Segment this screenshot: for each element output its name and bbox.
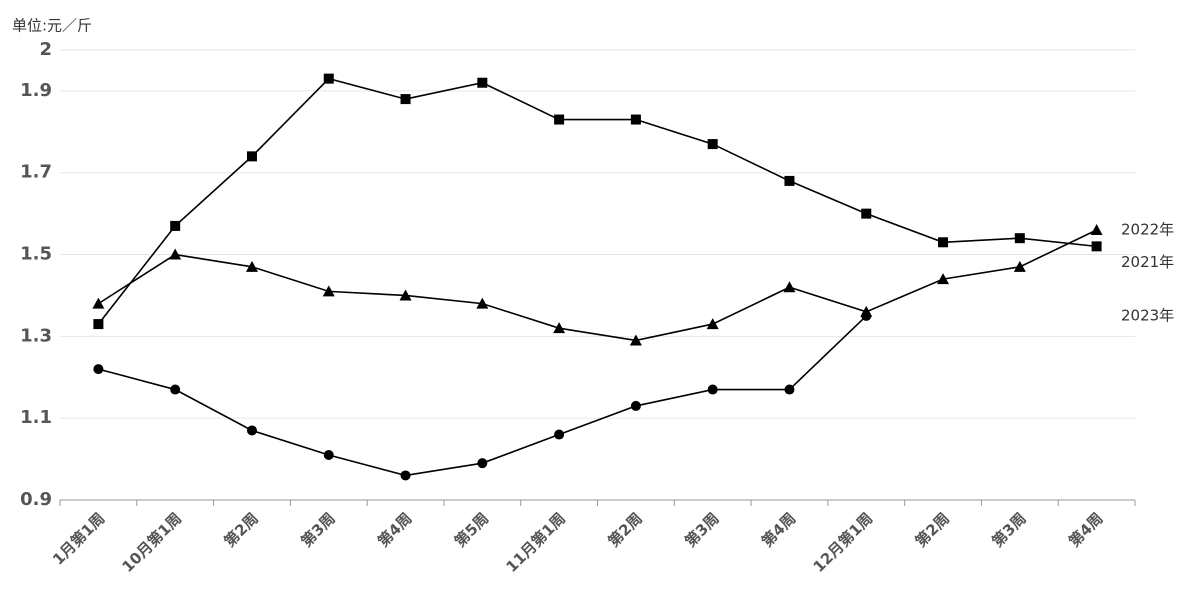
x-tick-label: 第3周 (681, 509, 722, 550)
marker (629, 334, 642, 346)
x-tick-label: 第5周 (451, 509, 492, 550)
x-tick-label: 11月第1周 (502, 509, 569, 576)
y-tick-label: 1.9 (20, 80, 52, 101)
x-tick-label: 第4周 (758, 509, 799, 550)
marker (1014, 233, 1025, 244)
y-tick-label: 1.5 (20, 244, 52, 265)
marker (630, 114, 641, 125)
y-tick-label: 1.1 (20, 407, 52, 428)
marker (170, 220, 181, 231)
x-tick-label: 1月第1周 (49, 509, 108, 568)
x-tick-label: 第3周 (297, 509, 338, 550)
marker (169, 248, 182, 260)
y-tick-label: 2 (39, 39, 52, 60)
y-tick-label: 1.7 (20, 162, 52, 183)
unit-label: 单位:元／斤 (12, 17, 92, 35)
x-tick-label: 第2周 (221, 509, 262, 550)
x-tick-label: 第4周 (1065, 509, 1106, 550)
marker (92, 297, 105, 309)
marker (937, 273, 950, 285)
marker (938, 237, 949, 248)
marker (400, 470, 411, 481)
series-line (98, 315, 867, 477)
y-tick-label: 1.3 (20, 325, 52, 346)
marker (784, 384, 795, 395)
series-line (97, 229, 1097, 342)
marker (170, 384, 181, 395)
marker (707, 139, 718, 150)
marker (323, 450, 334, 460)
marker (400, 94, 411, 105)
marker (630, 400, 641, 411)
series-label: 2022年 (1121, 221, 1174, 239)
marker (476, 297, 489, 309)
marker (93, 319, 104, 330)
x-tick-label: 第2周 (605, 509, 646, 550)
marker (322, 285, 335, 297)
marker (707, 384, 718, 395)
x-tick-label: 第2周 (912, 509, 953, 550)
marker (1090, 224, 1103, 235)
y-tick-label: 0.9 (20, 489, 52, 510)
marker (1091, 241, 1102, 252)
marker (553, 322, 566, 334)
marker (477, 458, 488, 469)
series-label: 2023年 (1121, 306, 1174, 324)
marker (93, 364, 104, 375)
marker (399, 289, 412, 301)
marker (246, 425, 257, 436)
marker (784, 175, 795, 186)
marker (477, 77, 488, 88)
marker (554, 429, 565, 440)
marker (1013, 260, 1026, 272)
marker (861, 310, 872, 321)
marker (706, 318, 719, 330)
series-line (97, 77, 1097, 325)
x-tick-label: 第4周 (374, 509, 415, 550)
marker (323, 73, 334, 84)
series-label: 2021年 (1121, 253, 1174, 271)
marker (246, 151, 257, 162)
marker (245, 260, 258, 272)
x-tick-label: 第3周 (989, 509, 1030, 550)
marker (783, 281, 796, 293)
x-tick-label: 10月第1周 (118, 509, 185, 576)
marker (861, 208, 872, 219)
marker (554, 114, 565, 125)
x-tick-label: 12月第1周 (810, 509, 877, 576)
